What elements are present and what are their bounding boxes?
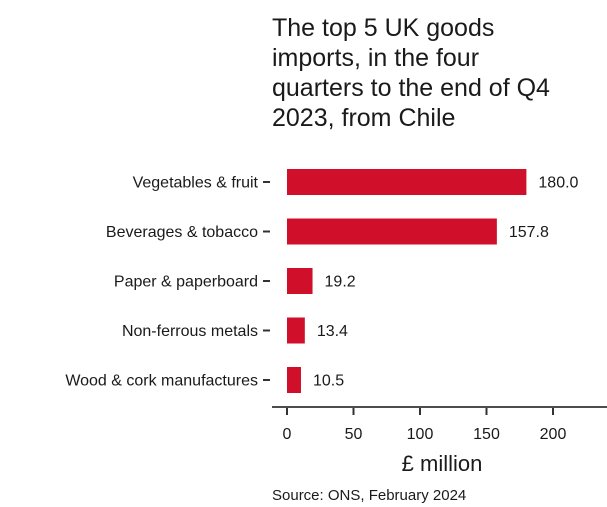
bar-paper-paperboard xyxy=(287,268,313,294)
bar-beverages-tobacco xyxy=(287,218,497,245)
plot-area: Vegetables & fruit 180.0 Beverages & tobac… xyxy=(65,169,579,393)
category-label-beverages-tobacco: Beverages & tobacco xyxy=(106,224,258,241)
x-axis-title: £ million xyxy=(402,451,483,476)
chart-title-line-3: quarters to the end of Q4 xyxy=(272,74,550,102)
category-label-wood-cork-manufactures: Wood & cork manufactures xyxy=(65,373,258,390)
x-tick-label-100: 100 xyxy=(407,426,434,443)
chart-title: The top 5 UK goods imports, in the four … xyxy=(272,14,550,132)
x-tick-label-50: 50 xyxy=(345,426,363,443)
value-label-vegetables-fruit: 180.0 xyxy=(538,175,578,192)
x-tick-label-200: 200 xyxy=(540,426,567,443)
chart-title-line-1: The top 5 UK goods xyxy=(272,14,494,42)
bar-wood-cork-manufactures xyxy=(287,367,301,393)
value-label-beverages-tobacco: 157.8 xyxy=(509,224,549,241)
category-label-paper-paperboard: Paper & paperboard xyxy=(114,274,258,291)
value-label-paper-paperboard: 19.2 xyxy=(325,274,356,291)
x-tick-label-150: 150 xyxy=(473,426,500,443)
chart-title-line-2: imports, in the four xyxy=(272,44,479,72)
value-label-non-ferrous-metals: 13.4 xyxy=(317,323,348,340)
x-axis: 0 50 100 150 200 xyxy=(283,408,567,443)
category-label-non-ferrous-metals: Non-ferrous metals xyxy=(122,323,258,340)
bar-vegetables-fruit xyxy=(287,169,527,195)
category-label-vegetables-fruit: Vegetables & fruit xyxy=(133,175,259,192)
bar-non-ferrous-metals xyxy=(287,317,305,344)
chart-title-line-4: 2023, from Chile xyxy=(272,104,455,132)
source-note: Source: ONS, February 2024 xyxy=(272,487,466,504)
value-label-wood-cork-manufactures: 10.5 xyxy=(313,373,344,390)
x-tick-label-0: 0 xyxy=(283,426,292,443)
